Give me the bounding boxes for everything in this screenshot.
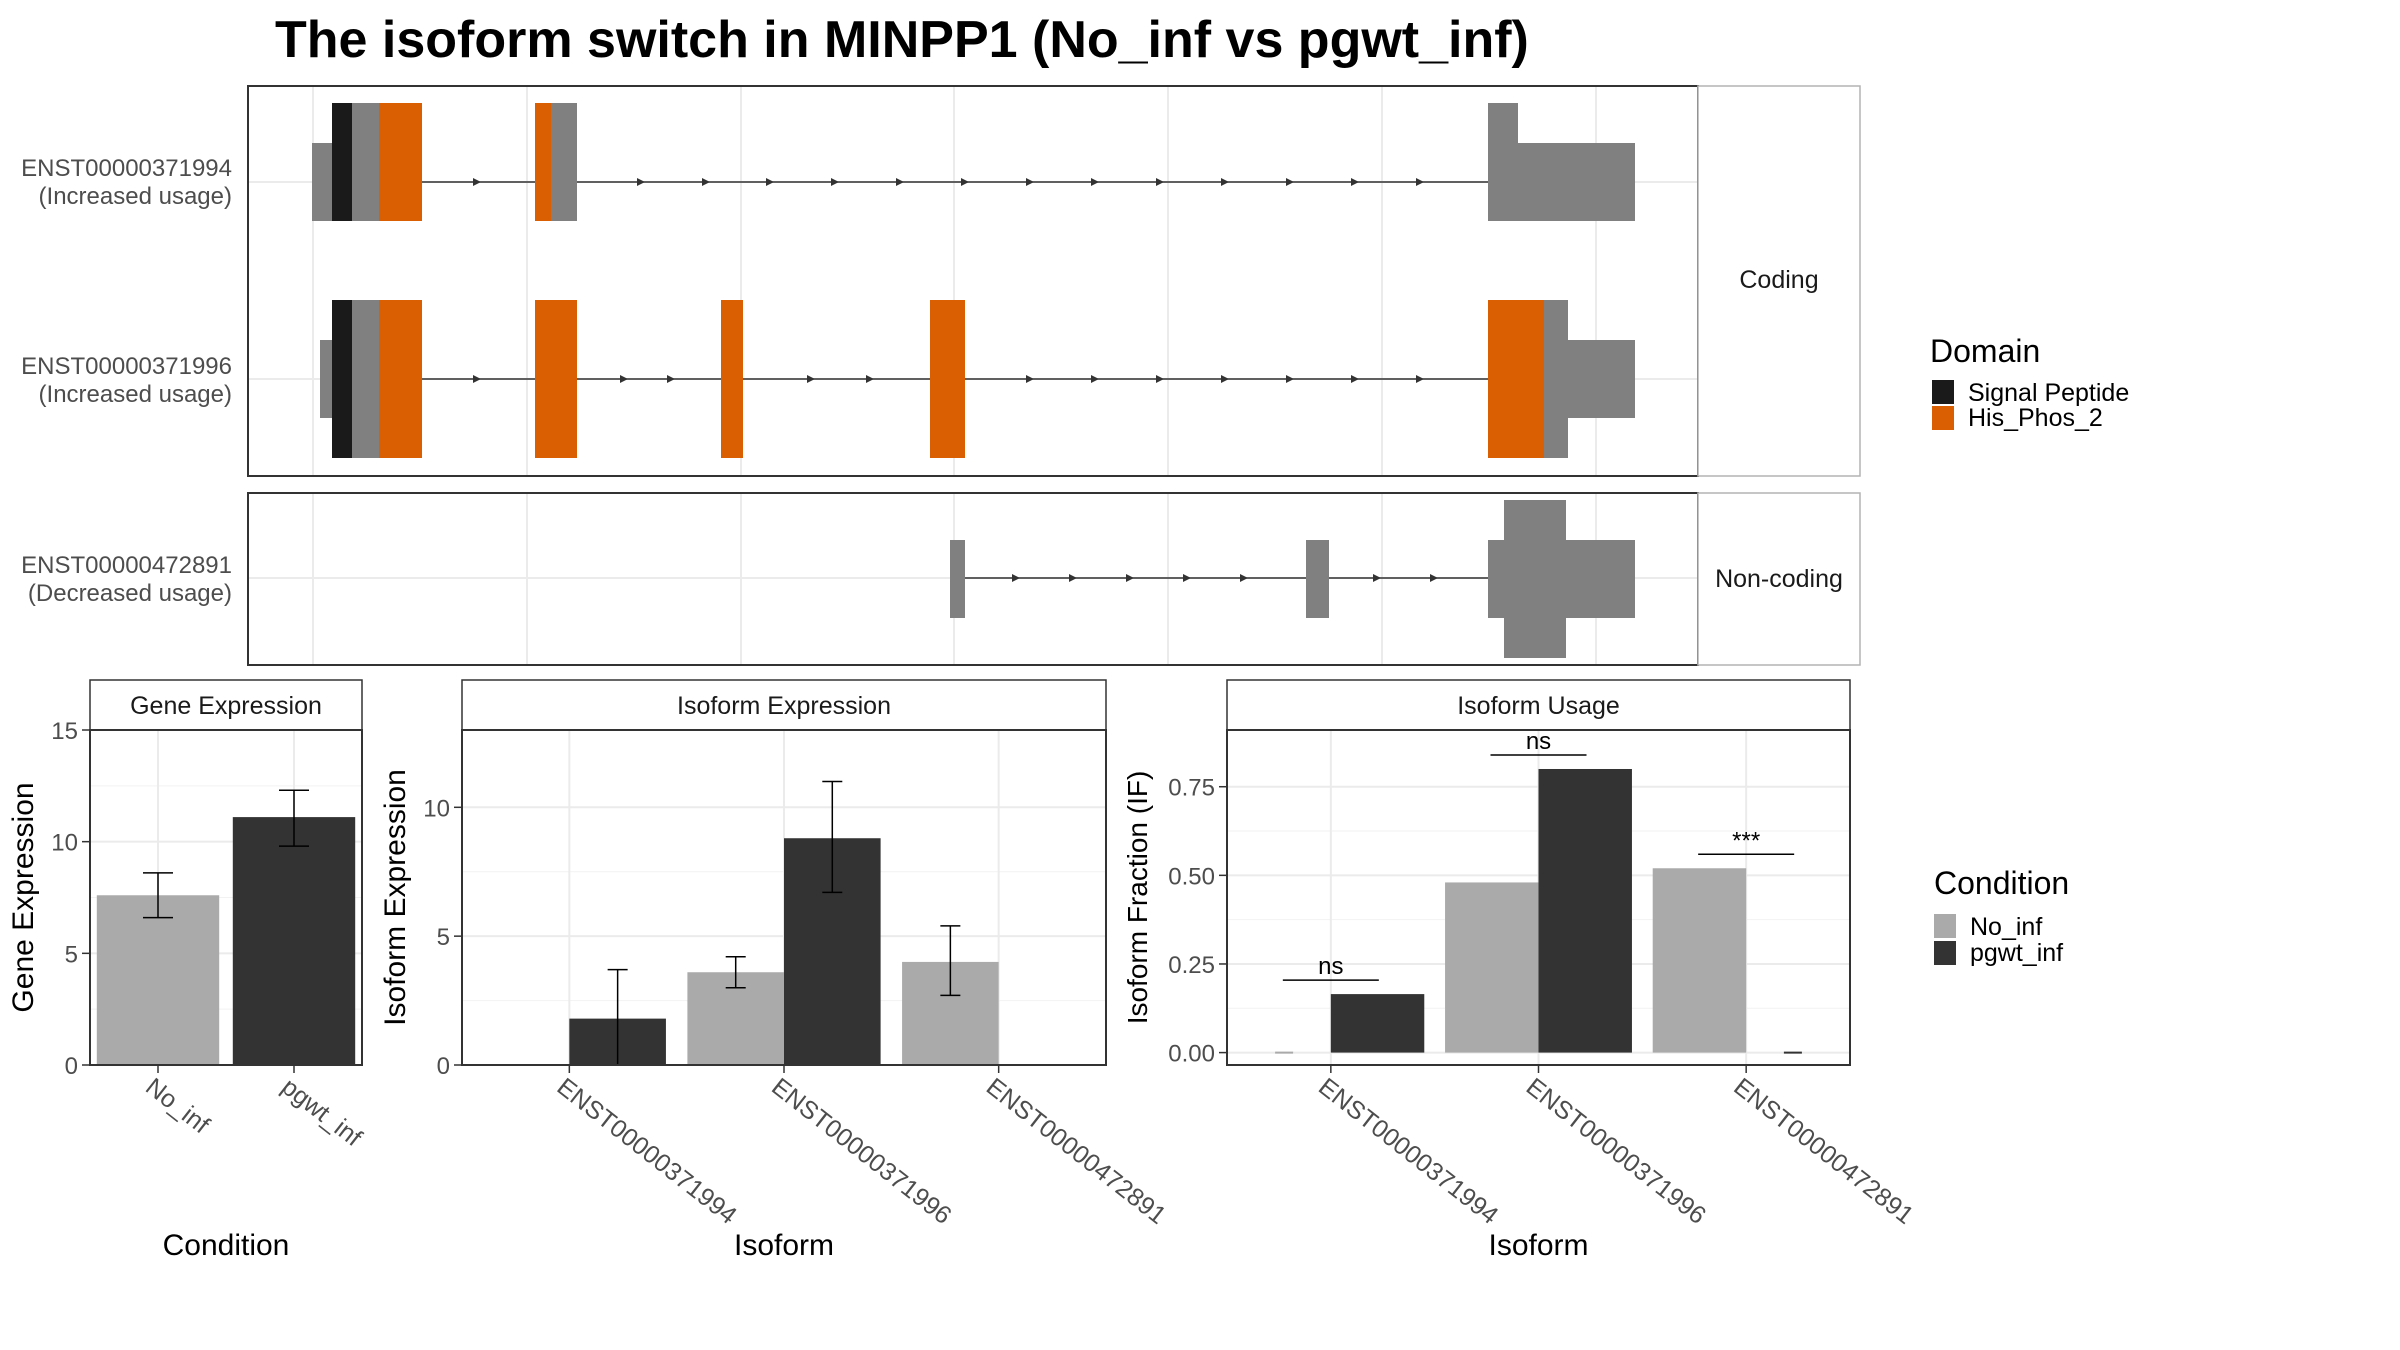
- panel-strip-label: Gene Expression: [130, 692, 322, 720]
- transcript-ENST00000371994: [312, 103, 1635, 221]
- transcript-label-usage: (Increased usage): [39, 381, 232, 408]
- utr-exon: [312, 143, 332, 221]
- coding-facet-label: Coding: [1739, 266, 1818, 294]
- y-tick-label: 0.25: [1168, 952, 1215, 979]
- domain-legend-swatch: [1932, 380, 1954, 404]
- coding-exon: [1544, 300, 1568, 458]
- utr-exon: [1518, 143, 1635, 221]
- condition-legend-title: Condition: [1934, 865, 2069, 901]
- noncoding-exon: [950, 540, 965, 618]
- y-tick-label: 5: [65, 941, 78, 968]
- bar: [96, 895, 220, 1065]
- bar: [1652, 868, 1747, 1053]
- x-axis-title: Isoform: [734, 1229, 834, 1262]
- x-axis-title: Condition: [163, 1229, 290, 1262]
- y-axis-title: Isoform Fraction (IF): [1122, 771, 1153, 1025]
- panel-strip-label: Isoform Usage: [1457, 692, 1620, 720]
- utr-exon: [1568, 340, 1635, 418]
- coding-exon: [551, 103, 577, 221]
- noncoding-exon: [1504, 500, 1566, 658]
- x-tick-label: No_inf: [140, 1073, 214, 1140]
- noncoding-facet-strip: [1697, 492, 1861, 666]
- transcript-label-usage: (Increased usage): [39, 183, 232, 210]
- transcript-label-usage: (Decreased usage): [28, 580, 232, 607]
- condition-legend-label: pgwt_inf: [1970, 939, 2063, 967]
- significance-label: ns: [1318, 953, 1343, 980]
- y-tick-label: 0: [65, 1053, 78, 1080]
- his-phos-2-domain: [535, 103, 551, 221]
- domain-legend-title: Domain: [1930, 333, 2040, 369]
- bar: [1445, 882, 1539, 1053]
- y-axis-title: Gene Expression: [7, 782, 40, 1012]
- transcript-label-id: ENST00000371996: [21, 353, 232, 380]
- his-phos-2-domain: [930, 300, 965, 458]
- domain-legend: Domain Signal Peptide His_Phos_2: [1930, 333, 2129, 432]
- gene-expression-panel: Gene Expression 0 5 10 15 No_inf pgwt_inf Condi…: [7, 679, 367, 1262]
- transcript-labels: ENST00000371994 (Increased usage) ENST00…: [21, 155, 232, 607]
- y-tick-label: 10: [51, 830, 78, 857]
- figure-title: The isoform switch in MINPP1 (No_inf vs …: [275, 11, 1529, 69]
- y-tick-label: 0.50: [1168, 863, 1215, 890]
- y-tick-label: 0.00: [1168, 1041, 1215, 1068]
- y-tick-label: 5: [437, 924, 450, 951]
- condition-legend: Condition No_inf pgwt_inf: [1934, 865, 2069, 967]
- x-tick-label: pgwt_inf: [276, 1073, 367, 1152]
- x-tick-label: ENST00000371994: [1313, 1073, 1503, 1230]
- bar: [1330, 994, 1425, 1053]
- x-tick-label: ENST00000371996: [766, 1073, 956, 1230]
- intron-arrows: [473, 178, 1424, 186]
- coding-exon: [1488, 103, 1518, 221]
- y-tick-label: 15: [51, 718, 78, 745]
- transcript-ENST00000472891: [950, 500, 1635, 658]
- panel-strip: [461, 679, 1107, 731]
- transcript-label-id: ENST00000371994: [21, 155, 232, 182]
- his-phos-2-domain: [1488, 300, 1544, 458]
- domain-legend-swatch: [1932, 406, 1954, 430]
- coding-exon: [352, 300, 379, 458]
- bar: [1538, 768, 1632, 1053]
- transcript-ENST00000371996: [320, 300, 1635, 458]
- noncoding-exon: [1306, 540, 1329, 618]
- intron-arrows: [1012, 574, 1438, 582]
- domain-legend-label: Signal Peptide: [1968, 379, 2129, 407]
- coding-facet-strip: [1697, 85, 1861, 477]
- coding-panel: [247, 85, 1699, 477]
- bar: [232, 817, 356, 1065]
- panel-strip-label: Isoform Expression: [677, 692, 891, 720]
- transcript-label-id: ENST00000472891: [21, 552, 232, 579]
- condition-legend-swatch: [1934, 941, 1956, 965]
- domain-legend-label: His_Phos_2: [1968, 404, 2103, 432]
- signal-peptide-domain: [332, 300, 352, 458]
- y-tick-label: 0: [437, 1053, 450, 1080]
- x-tick-label: ENST00000371996: [1521, 1073, 1711, 1230]
- coding-exon: [352, 103, 379, 221]
- x-tick-label: ENST00000472891: [981, 1073, 1171, 1230]
- y-tick-label: 10: [423, 795, 450, 822]
- his-phos-2-domain: [379, 103, 422, 221]
- his-phos-2-domain: [379, 300, 422, 458]
- noncoding-facet: Non-coding: [247, 492, 1861, 666]
- coding-facet: Coding: [247, 85, 1861, 477]
- plot-border: [89, 729, 363, 1066]
- significance-label: ns: [1526, 728, 1551, 755]
- signal-peptide-domain: [332, 103, 352, 221]
- noncoding-facet-label: Non-coding: [1715, 565, 1843, 593]
- y-tick-label: 0.75: [1168, 775, 1215, 802]
- significance-label: ***: [1732, 827, 1760, 854]
- y-axis-title: Isoform Expression: [379, 769, 412, 1026]
- condition-legend-label: No_inf: [1970, 913, 2042, 941]
- utr-exon: [320, 340, 332, 418]
- condition-legend-swatch: [1934, 914, 1956, 938]
- intron-arrows: [473, 375, 1424, 383]
- x-tick-label: ENST00000371994: [552, 1073, 742, 1230]
- isoform-usage-panel: Isoform Usage ns ns *** 0.00 0.25 0.50 0.75 ENST…: [1122, 679, 1919, 1262]
- x-axis-title: Isoform: [1488, 1229, 1588, 1262]
- his-phos-2-domain: [721, 300, 743, 458]
- x-tick-label: ENST00000472891: [1728, 1073, 1918, 1230]
- his-phos-2-domain: [535, 300, 577, 458]
